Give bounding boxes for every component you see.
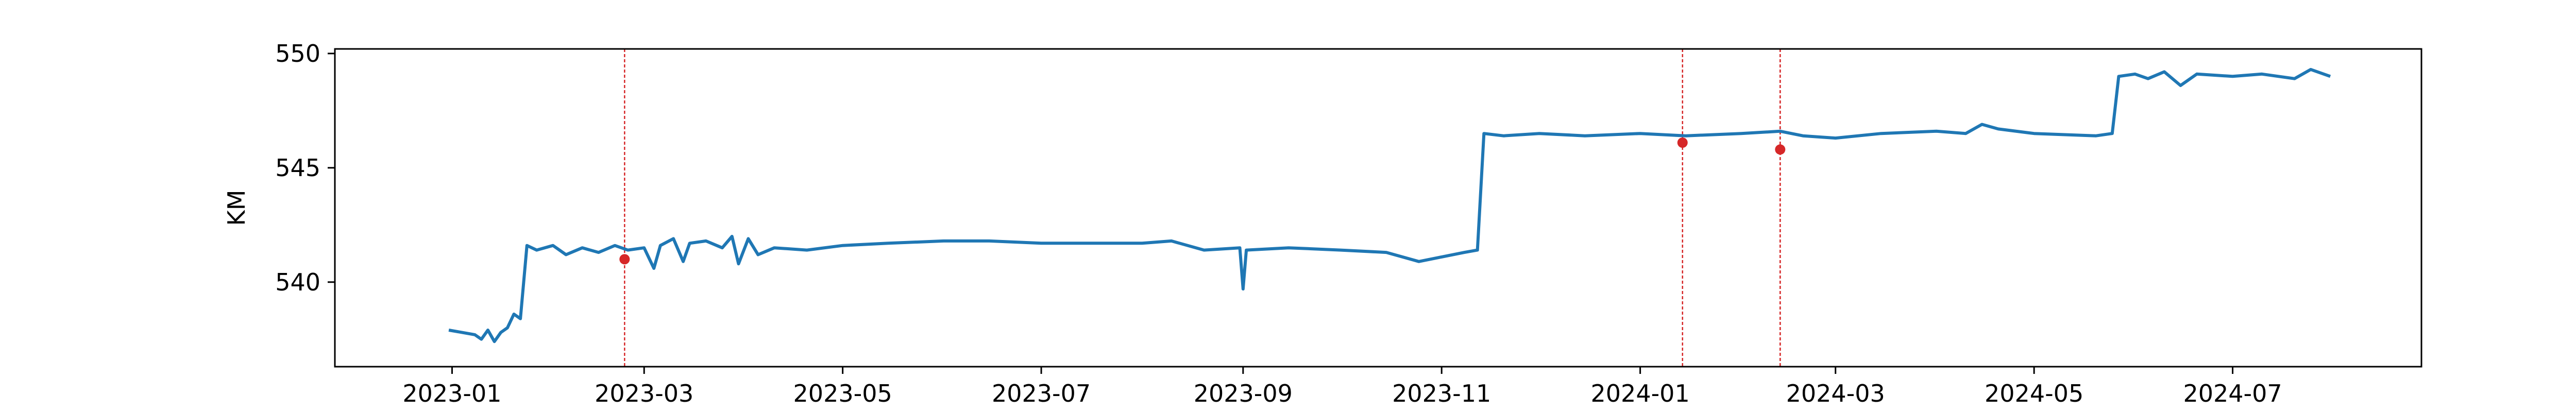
y-tick-label: 540 bbox=[275, 268, 320, 296]
x-tick-label: 2023-07 bbox=[992, 380, 1091, 407]
y-tick-label: 545 bbox=[275, 154, 320, 182]
x-tick-label: 2023-01 bbox=[402, 380, 501, 407]
x-tick-label: 2023-05 bbox=[793, 380, 892, 407]
plot-frame bbox=[334, 48, 2422, 368]
y-axis: 540 545 550 bbox=[275, 40, 335, 296]
x-tick-label: 2023-11 bbox=[1392, 380, 1491, 407]
y-tick-label: 550 bbox=[275, 40, 320, 67]
series-line bbox=[448, 67, 2331, 344]
event-marker bbox=[619, 254, 630, 265]
series-layer bbox=[448, 67, 2331, 344]
event-markers bbox=[619, 137, 1786, 265]
y-axis-title: KM bbox=[223, 190, 250, 226]
x-tick-label: 2023-09 bbox=[1194, 380, 1293, 407]
x-axis: 2023-01 2023-03 2023-05 2023-07 2023-09 2023-… bbox=[402, 367, 2282, 407]
x-tick-label: 2024-05 bbox=[1985, 380, 2083, 407]
event-vlines bbox=[624, 49, 1781, 367]
x-tick-label: 2024-07 bbox=[2183, 380, 2282, 407]
event-marker bbox=[1677, 137, 1688, 148]
x-tick-label: 2023-03 bbox=[595, 380, 693, 407]
x-tick-label: 2024-03 bbox=[1786, 380, 1885, 407]
event-marker bbox=[1775, 144, 1786, 155]
x-tick-label: 2024-01 bbox=[1591, 380, 1690, 407]
